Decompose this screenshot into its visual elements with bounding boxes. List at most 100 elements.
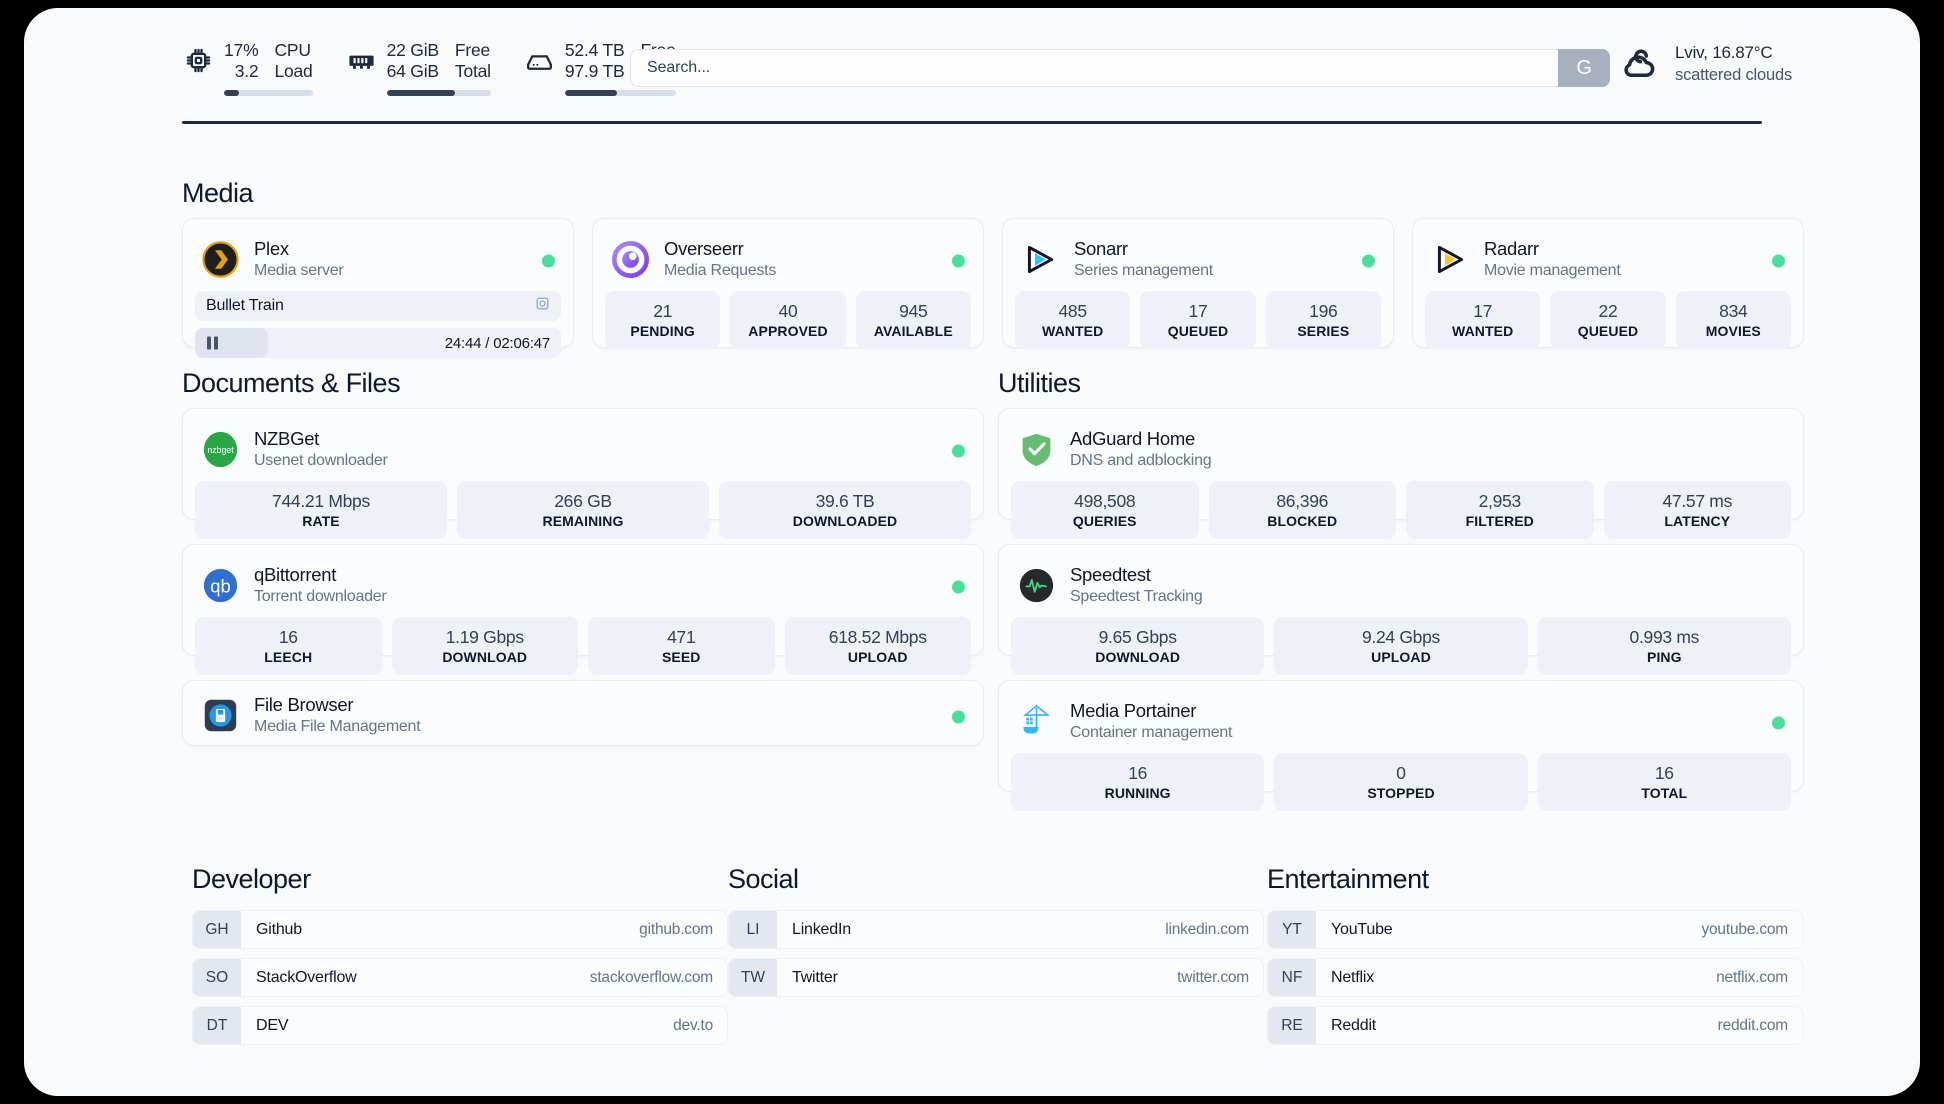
overseerr-card-header: Overseerr Media Requests — [605, 231, 971, 291]
tile-value: 1.19 Gbps — [445, 627, 524, 647]
sonarr-icon — [1022, 241, 1059, 278]
dashboard-content: Media Plex Media server Bullet Train — [24, 126, 1920, 1096]
cpu-usage-bar — [224, 90, 313, 96]
sonarr-desc: Series management — [1074, 262, 1213, 279]
bookmark-url: reddit.com — [1717, 1016, 1789, 1034]
tile-leech: 16 LEECH — [195, 617, 382, 675]
tile-value: 196 — [1309, 301, 1338, 321]
search-input-text: Search... — [647, 59, 711, 76]
nzbget-desc: Usenet downloader — [254, 452, 388, 469]
tile-label: LATENCY — [1664, 513, 1731, 529]
speedtest-desc: Speedtest Tracking — [1070, 588, 1203, 605]
filebrowser-desc: Media File Management — [254, 718, 421, 735]
service-card-radarr[interactable]: Radarr Movie management 17 WANTED 22 QUE… — [1412, 218, 1804, 349]
bookmark-item-github[interactable]: GH Github github.com — [192, 910, 728, 949]
service-card-qbittorrent[interactable]: qb qBittorrent Torrent downloader 16 LEE… — [182, 544, 984, 675]
tile-label: UPLOAD — [1371, 649, 1431, 665]
bookmark-item-linkedin[interactable]: LI LinkedIn linkedin.com — [728, 910, 1264, 949]
search-input[interactable]: Search... — [630, 49, 1558, 87]
tile-value: 498,508 — [1074, 491, 1136, 511]
bookmark-item-reddit[interactable]: RE Reddit reddit.com — [1267, 1006, 1803, 1045]
tile-ping: 0.993 ms PING — [1537, 617, 1791, 675]
system-stats-group: 17% 3.2 CPU Load — [184, 40, 710, 96]
service-card-portainer[interactable]: Media Portainer Container management 16 … — [998, 680, 1804, 811]
tile-value: 618.52 Mbps — [828, 627, 927, 647]
plex-cast-icon[interactable] — [535, 296, 550, 316]
plex-status-indicator — [542, 254, 555, 268]
nzbget-icon: nzbget — [202, 431, 239, 468]
tile-label: TOTAL — [1641, 785, 1688, 801]
cpu-usage-value: 17% — [224, 40, 259, 60]
portainer-desc: Container management — [1070, 724, 1233, 741]
search-engine-button[interactable]: G — [1558, 49, 1610, 87]
tile-remaining: 266 GB REMAINING — [457, 481, 709, 539]
tile-available: 945 AVAILABLE — [855, 291, 971, 349]
tile-label: REMAINING — [542, 513, 624, 529]
bookmark-item-youtube[interactable]: YT YouTube youtube.com — [1267, 910, 1803, 949]
plex-icon — [202, 241, 239, 278]
nzbget-stat-tiles: 744.21 Mbps RATE 266 GB REMAINING 39.6 T… — [195, 481, 971, 539]
tile-label: DOWNLOAD — [442, 649, 528, 665]
overseerr-name: Overseerr — [664, 238, 744, 259]
cloud-icon — [1619, 43, 1661, 85]
tile-value: 744.21 Mbps — [272, 491, 370, 511]
service-card-nzbget[interactable]: nzbget NZBGet Usenet downloader 744.21 M… — [182, 408, 984, 539]
qbittorrent-stat-tiles: 16 LEECH 1.19 Gbps DOWNLOAD 471 SEED 618… — [195, 617, 971, 675]
bookmark-url: netflix.com — [1716, 968, 1788, 986]
service-card-overseerr[interactable]: Overseerr Media Requests 21 PENDING 40 A… — [592, 218, 984, 349]
svg-text:qb: qb — [210, 575, 231, 596]
tile-label: QUEUED — [1167, 323, 1229, 339]
service-card-filebrowser[interactable]: File Browser Media File Management — [182, 680, 984, 746]
search-bar[interactable]: Search... G — [630, 49, 1610, 87]
disk-total-value: 97.9 TB — [564, 61, 625, 81]
plex-progress-bar[interactable]: 24:44 / 02:06:47 — [195, 328, 561, 358]
bookmark-item-stackoverflow[interactable]: SO StackOverflow stackoverflow.com — [192, 958, 728, 997]
portainer-card-header: Media Portainer Container management — [1011, 693, 1791, 753]
service-card-speedtest[interactable]: Speedtest Speedtest Tracking 9.65 Gbps D… — [998, 544, 1804, 675]
sonarr-name: Sonarr — [1074, 238, 1128, 259]
pause-icon[interactable] — [207, 336, 218, 350]
tile-value: 834 — [1719, 301, 1748, 321]
bookmark-url: twitter.com — [1177, 968, 1249, 986]
weather-location-temp: Lviv, 16.87°C — [1675, 43, 1773, 62]
plex-desc: Media server — [254, 262, 344, 279]
bookmark-name: Twitter — [792, 968, 838, 986]
bookmark-badge: LI — [729, 911, 777, 948]
bookmark-badge: GH — [193, 911, 241, 948]
tile-label: SERIES — [1297, 323, 1350, 339]
plex-card-header: Plex Media server — [195, 231, 561, 291]
radarr-status-indicator — [1772, 254, 1785, 268]
tile-wanted: 485 WANTED — [1015, 291, 1131, 349]
bookmark-badge: SO — [193, 959, 241, 996]
service-card-plex[interactable]: Plex Media server Bullet Train 24:44 / 0… — [182, 218, 574, 358]
qbittorrent-icon: qb — [202, 567, 239, 604]
bookmark-name: LinkedIn — [792, 920, 851, 938]
tile-upload: 9.24 Gbps UPLOAD — [1274, 617, 1528, 675]
tile-label: QUEUED — [1577, 323, 1639, 339]
tile-value: 47.57 ms — [1662, 491, 1733, 511]
tile-wanted: 17 WANTED — [1425, 291, 1541, 349]
tile-value: 40 — [778, 301, 798, 321]
weather-condition: scattered clouds — [1675, 66, 1792, 84]
service-card-sonarr[interactable]: Sonarr Series management 485 WANTED 17 Q… — [1002, 218, 1394, 349]
file-browser-icon — [202, 697, 239, 734]
memory-total-value: 64 GiB — [386, 61, 440, 81]
tile-rate: 744.21 Mbps RATE — [195, 481, 447, 539]
sonarr-stat-tiles: 485 WANTED 17 QUEUED 196 SERIES — [1015, 291, 1381, 349]
bookmark-item-dev[interactable]: DT DEV dev.to — [192, 1006, 728, 1045]
bookmark-item-twitter[interactable]: TW Twitter twitter.com — [728, 958, 1264, 997]
bookmark-item-netflix[interactable]: NF Netflix netflix.com — [1267, 958, 1803, 997]
tile-value: 17 — [1188, 301, 1208, 321]
tile-label: BLOCKED — [1267, 513, 1338, 529]
portainer-name: Media Portainer — [1070, 700, 1197, 721]
tile-latency: 47.57 ms LATENCY — [1603, 481, 1791, 539]
bookmark-name: YouTube — [1331, 920, 1393, 938]
top-bar: 17% 3.2 CPU Load — [24, 8, 1920, 126]
disk-free-value: 52.4 TB — [564, 40, 625, 60]
cpu-label-top: CPU — [274, 40, 311, 60]
service-card-adguard[interactable]: AdGuard Home DNS and adblocking 498,508 … — [998, 408, 1804, 539]
bookmark-group-developer: GH Github github.com SO StackOverflow st… — [192, 910, 728, 1054]
memory-label-top: Free — [454, 40, 491, 60]
filebrowser-card-header: File Browser Media File Management — [195, 687, 971, 747]
tile-label: PENDING — [630, 323, 695, 339]
